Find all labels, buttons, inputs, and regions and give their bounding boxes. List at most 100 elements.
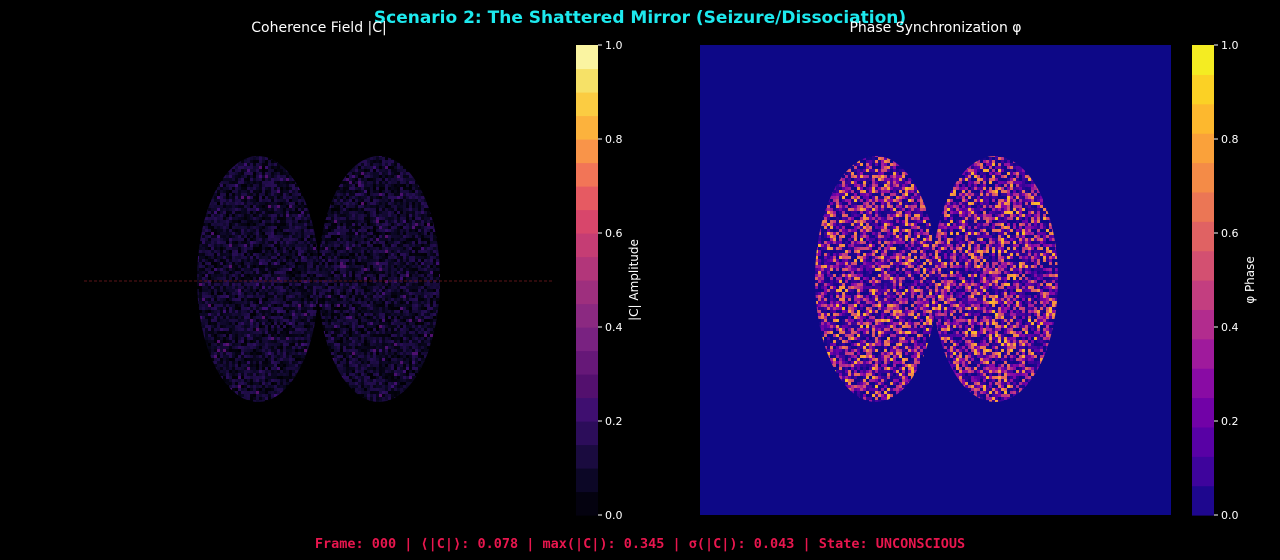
coherence-cell <box>352 307 355 310</box>
coherence-cell <box>256 190 259 193</box>
coherence-cell <box>391 256 394 259</box>
coherence-cell <box>316 190 319 193</box>
coherence-cell <box>400 199 403 202</box>
coherence-cell <box>322 199 325 202</box>
coherence-cell <box>265 319 268 322</box>
coherence-cell <box>289 229 292 232</box>
coherence-cell <box>382 226 385 229</box>
coherence-cell <box>214 232 217 235</box>
coherence-cell <box>400 163 403 166</box>
coherence-cell <box>259 307 262 310</box>
coherence-cell <box>364 268 367 271</box>
coherence-cell <box>379 277 382 280</box>
coherence-cell <box>262 289 265 292</box>
coherence-cell <box>394 319 397 322</box>
coherence-cell <box>256 316 259 319</box>
coherence-cell <box>382 217 385 220</box>
coherence-cell <box>259 226 262 229</box>
coherence-cell <box>394 217 397 220</box>
coherence-cell <box>421 316 424 319</box>
coherence-cell <box>271 262 274 265</box>
coherence-cell <box>373 157 376 160</box>
coherence-cell <box>400 205 403 208</box>
coherence-cell <box>418 217 421 220</box>
coherence-cell <box>373 292 376 295</box>
coherence-cell <box>319 181 322 184</box>
coherence-cell <box>355 193 358 196</box>
coherence-cell <box>439 271 440 274</box>
coherence-cell <box>214 268 217 271</box>
coherence-cell <box>241 250 244 253</box>
coherence-cell <box>259 217 262 220</box>
coherence-cell <box>319 214 322 217</box>
coherence-cell <box>433 304 436 307</box>
coherence-cell <box>253 187 256 190</box>
coherence-cell <box>250 253 253 256</box>
coherence-cell <box>382 328 385 331</box>
coherence-cell <box>202 292 205 295</box>
coherence-cell <box>406 325 409 328</box>
coherence-cell <box>355 241 358 244</box>
coherence-cell <box>397 253 400 256</box>
coherence-cell <box>316 160 319 163</box>
coherence-cell <box>277 283 280 286</box>
coherence-cell <box>304 271 307 274</box>
coherence-cell <box>433 301 436 304</box>
coherence-cell <box>241 286 244 289</box>
coherence-cell <box>199 292 202 295</box>
coherence-cell <box>424 244 427 247</box>
coherence-cell <box>409 238 412 241</box>
coherence-cell <box>418 256 421 259</box>
coherence-cell <box>403 304 406 307</box>
coherence-cell <box>328 310 331 313</box>
coherence-cell <box>244 313 247 316</box>
coherence-cell <box>277 256 280 259</box>
coherence-cell <box>301 156 304 157</box>
coherence-cell <box>373 313 376 316</box>
coherence-cell <box>223 247 226 250</box>
coherence-cell <box>373 322 376 325</box>
coherence-cell <box>271 253 274 256</box>
coherence-cell <box>313 226 316 229</box>
coherence-cell <box>202 283 205 286</box>
coherence-cell <box>352 319 355 322</box>
coherence-cell <box>298 172 301 175</box>
coherence-cell <box>370 160 373 163</box>
coherence-cell <box>247 271 250 274</box>
coherence-cell <box>373 199 376 202</box>
coherence-cell <box>379 334 382 337</box>
coherence-cell <box>298 250 301 253</box>
coherence-cell <box>298 316 301 319</box>
coherence-cell <box>388 196 391 199</box>
coherence-cell <box>415 253 418 256</box>
coherence-cell <box>304 181 307 184</box>
coherence-cell <box>328 193 331 196</box>
coherence-cell <box>436 211 439 214</box>
coherence-cell <box>424 187 427 190</box>
coherence-cell <box>340 156 343 157</box>
coherence-cell <box>418 247 421 250</box>
coherence-cell <box>406 262 409 265</box>
coherence-cell <box>415 184 418 187</box>
coherence-cell <box>197 220 199 223</box>
coherence-cell <box>364 172 367 175</box>
coherence-cell <box>427 313 430 316</box>
coherence-cell <box>394 253 397 256</box>
coherence-cell <box>235 250 238 253</box>
coherence-cell <box>235 214 238 217</box>
coherence-cell <box>400 271 403 274</box>
coherence-cell <box>229 319 232 322</box>
coherence-cell <box>289 163 292 166</box>
coherence-cell <box>391 328 394 331</box>
coherence-cell <box>391 211 394 214</box>
coherence-cell <box>394 220 397 223</box>
coherence-cell <box>247 226 250 229</box>
coherence-cell <box>373 304 376 307</box>
coherence-cell <box>376 313 379 316</box>
coherence-cell <box>433 157 436 160</box>
coherence-cell <box>364 253 367 256</box>
coherence-cell <box>385 163 388 166</box>
coherence-cell <box>202 241 205 244</box>
coherence-cell <box>370 259 373 262</box>
coherence-cell <box>325 262 328 265</box>
